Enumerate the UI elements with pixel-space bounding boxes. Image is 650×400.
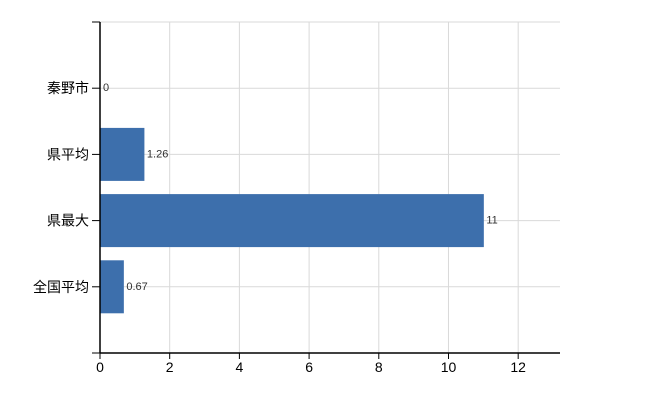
bar-全国平均 bbox=[100, 260, 124, 314]
bar-県最大 bbox=[100, 194, 484, 248]
x-tick-label-10: 10 bbox=[441, 359, 457, 375]
category-label-県平均: 県平均 bbox=[47, 146, 89, 162]
value-label-県平均: 1.26 bbox=[147, 148, 168, 160]
x-tick-label-12: 12 bbox=[510, 359, 526, 375]
x-tick-label-2: 2 bbox=[166, 359, 174, 375]
x-tick-label-8: 8 bbox=[375, 359, 383, 375]
x-tick-label-4: 4 bbox=[235, 359, 243, 375]
bar-県平均 bbox=[100, 127, 145, 181]
x-tick-label-6: 6 bbox=[305, 359, 313, 375]
category-label-全国平均: 全国平均 bbox=[33, 279, 89, 295]
value-label-秦野市: 0 bbox=[103, 82, 109, 94]
bars bbox=[100, 127, 484, 314]
category-label-県最大: 県最大 bbox=[47, 213, 89, 229]
value-label-県最大: 11 bbox=[486, 215, 497, 227]
x-tick-label-0: 0 bbox=[96, 359, 104, 375]
category-label-秦野市: 秦野市 bbox=[47, 80, 89, 96]
axes bbox=[92, 21, 560, 359]
value-label-全国平均: 0.67 bbox=[126, 281, 147, 293]
gridlines bbox=[100, 21, 560, 353]
